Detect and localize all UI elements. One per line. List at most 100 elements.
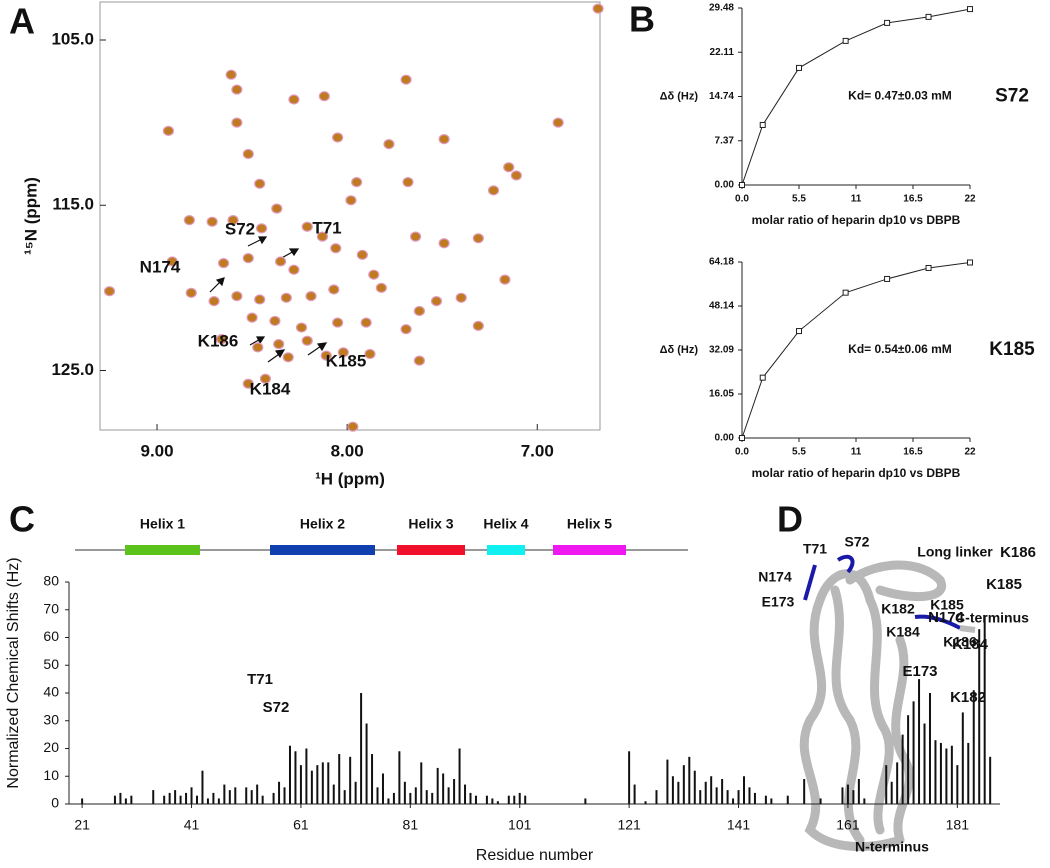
structure-label: K184 [886, 624, 920, 640]
bar [163, 795, 166, 804]
y-tick-label: 16.05 [709, 389, 734, 400]
peak-label: T71 [312, 218, 341, 237]
peak [305, 291, 317, 302]
bar [704, 781, 707, 804]
bar [967, 742, 970, 804]
peak [360, 317, 372, 328]
bar [425, 790, 428, 804]
x-tick-label: 161 [836, 817, 860, 833]
bar [453, 779, 456, 804]
bar [256, 784, 259, 804]
bar [628, 751, 631, 804]
x-axis-title: ¹H (ppm) [315, 469, 385, 488]
bar [119, 792, 122, 804]
bar [901, 734, 904, 804]
peak [316, 231, 329, 242]
kd-label: Kd= 0.47±0.03 mM [848, 89, 952, 103]
helix-label: Helix 2 [300, 516, 345, 532]
bar [852, 790, 855, 804]
y-tick-label: 80 [43, 573, 59, 589]
structure-label: E173 [762, 594, 795, 610]
helix-bar [125, 545, 200, 555]
peak [162, 125, 175, 136]
bar [212, 792, 215, 804]
bar [223, 784, 226, 804]
peak [375, 282, 387, 293]
peak [280, 292, 292, 303]
kd-label: Kd= 0.54±0.06 mM [848, 342, 952, 356]
peak [318, 91, 330, 102]
peak [332, 132, 344, 143]
bar [310, 770, 313, 804]
peak [225, 69, 237, 80]
peak [400, 74, 412, 85]
x-tick-label: 0.0 [735, 447, 749, 458]
bar [376, 787, 379, 804]
bar [896, 762, 899, 804]
peak [364, 348, 376, 360]
y-tick-label: 70 [43, 600, 59, 616]
peak [345, 195, 357, 206]
y-tick-label: 60 [43, 628, 59, 644]
bar [228, 790, 231, 804]
bar [923, 723, 926, 804]
peak [413, 305, 425, 317]
x-tick-label: 8.00 [331, 441, 364, 460]
peak [472, 320, 484, 331]
bar [644, 801, 647, 804]
x-tick-label: 11 [851, 194, 862, 205]
bar [185, 792, 188, 804]
y-axis-title: Δδ (Hz) [660, 344, 699, 356]
y-tick-label: 10 [43, 767, 59, 783]
y-tick-label: 29.48 [709, 3, 734, 14]
bar [918, 679, 921, 804]
peak [217, 257, 230, 269]
bar [710, 776, 713, 804]
structure-label: S72 [845, 534, 870, 550]
bar [365, 723, 368, 804]
data-point [884, 275, 891, 282]
bar [414, 787, 417, 804]
peak-label: K184 [250, 379, 291, 398]
peak [216, 334, 228, 345]
bar [179, 795, 182, 804]
y-tick-label: 0.00 [715, 433, 735, 444]
highlighted-residues [803, 554, 961, 630]
peak [301, 335, 313, 346]
y-axis-title: ¹⁵N (ppm) [21, 177, 40, 255]
bar [513, 795, 516, 804]
peak [269, 315, 281, 327]
bar [819, 798, 822, 804]
peak [472, 233, 484, 244]
peak [332, 317, 344, 328]
bar [863, 798, 866, 804]
peak [337, 347, 349, 358]
bar [234, 787, 237, 804]
peak [330, 243, 342, 254]
bar [491, 798, 494, 804]
peak [356, 249, 368, 260]
bar [299, 765, 302, 804]
x-tick-label: 41 [184, 817, 200, 833]
structure-label: T71 [803, 541, 827, 557]
bar [81, 798, 84, 804]
c-terminus-tail [959, 625, 976, 633]
peak [499, 274, 511, 285]
bar [431, 792, 434, 804]
bar [939, 742, 942, 804]
bar [360, 693, 363, 804]
bar [743, 776, 746, 804]
x-tick-label: 16.5 [903, 194, 923, 205]
bar [524, 795, 527, 804]
peak [254, 294, 266, 305]
bar [956, 765, 959, 804]
bar [764, 795, 767, 804]
helix-label: Helix 4 [483, 516, 528, 532]
bar [316, 765, 319, 804]
x-tick-label: 9.00 [140, 441, 173, 460]
bar [950, 745, 953, 804]
bar [442, 773, 445, 804]
x-tick-label: 141 [727, 817, 751, 833]
peak [438, 134, 450, 145]
bar [846, 784, 849, 804]
